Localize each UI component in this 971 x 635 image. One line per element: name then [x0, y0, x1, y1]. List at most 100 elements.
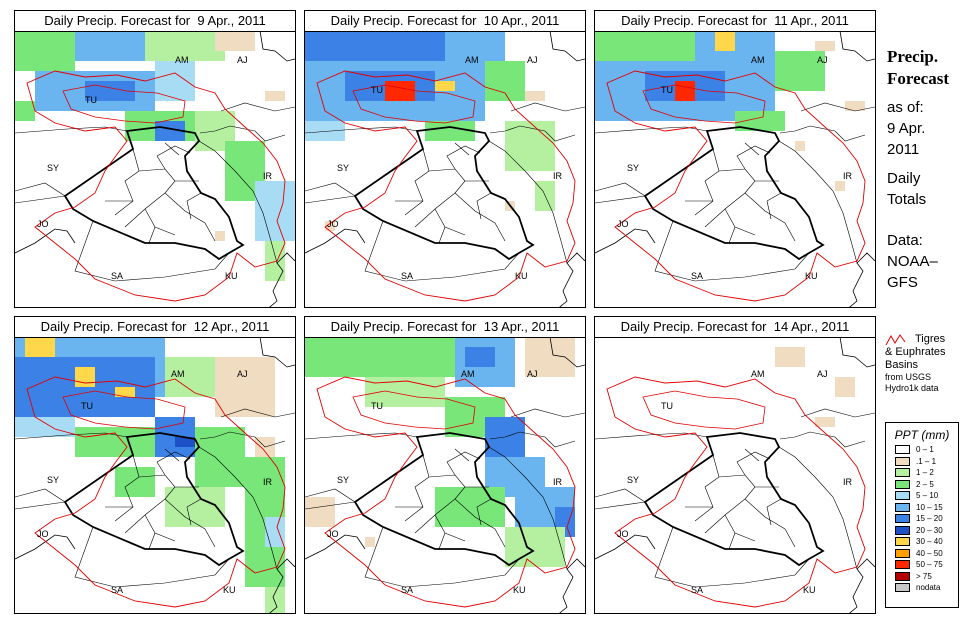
basin-legend-line-5: Hydro1k data	[885, 383, 939, 393]
label-aj: AJ	[237, 369, 248, 379]
label-tu: TU	[371, 401, 383, 411]
legend-label: 15 – 20	[916, 514, 943, 524]
label-sy: SY	[337, 475, 349, 485]
legend-row: 30 – 40	[886, 536, 958, 548]
legend-label: 0 – 1	[916, 445, 934, 455]
legend-swatch	[895, 560, 910, 570]
legend-label: 50 – 75	[916, 560, 943, 570]
label-ir: IR	[553, 171, 563, 181]
label-jo: JO	[617, 529, 629, 539]
legend-swatch	[895, 445, 910, 455]
title-line-2: Forecast	[887, 69, 949, 88]
forecast-panel-apr13: Daily Precip. Forecast for 13 Apr., 2011…	[304, 316, 586, 614]
label-ku: KU	[805, 271, 818, 281]
label-am: AM	[751, 55, 765, 65]
panel-title: Daily Precip. Forecast for 13 Apr., 2011	[305, 317, 585, 338]
legend-row: .1 – 1	[886, 456, 958, 468]
forecast-panel-apr12: Daily Precip. Forecast for 12 Apr., 2011…	[14, 316, 296, 614]
label-jo: JO	[37, 529, 49, 539]
label-aj: AJ	[527, 55, 538, 65]
label-sa: SA	[401, 585, 413, 595]
label-am: AM	[751, 369, 765, 379]
panel-title: Daily Precip. Forecast for 12 Apr., 2011	[15, 317, 295, 338]
label-jo: JO	[327, 529, 339, 539]
asof-line-1: as of:	[887, 99, 924, 116]
label-am: AM	[461, 369, 475, 379]
legend-row: 2 – 5	[886, 479, 958, 491]
label-sa: SA	[111, 271, 123, 281]
label-ku: KU	[803, 585, 816, 595]
legend-row: 15 – 20	[886, 513, 958, 525]
panel-title: Daily Precip. Forecast for 14 Apr., 2011	[595, 317, 875, 338]
legend-swatch	[895, 456, 910, 466]
precip-map: AM AJ TU SY IR JO SA KU	[305, 31, 585, 307]
label-sa: SA	[691, 271, 703, 281]
label-tu: TU	[85, 95, 97, 105]
daily-line-2: Totals	[887, 191, 927, 208]
forecast-panel-apr14: Daily Precip. Forecast for 14 Apr., 2011…	[594, 316, 876, 614]
legend-label: > 75	[916, 571, 932, 581]
data-line-2: NOAA–	[887, 253, 938, 270]
precip-map: AM AJ TU SY IR JO SA KU	[305, 337, 585, 613]
label-sy: SY	[627, 163, 639, 173]
label-aj: AJ	[817, 369, 828, 379]
label-ir: IR	[263, 171, 273, 181]
label-aj: AJ	[237, 55, 248, 65]
label-jo: JO	[37, 219, 49, 229]
label-ir: IR	[843, 171, 853, 181]
legend-row: 5 – 10	[886, 490, 958, 502]
asof-line-2: 9 Apr.	[887, 120, 926, 137]
legend-label: 30 – 40	[916, 537, 943, 547]
legend-label: 10 – 15	[916, 502, 943, 512]
legend-swatch	[895, 514, 910, 524]
legend-label: nodata	[916, 583, 941, 593]
label-ku: KU	[513, 585, 526, 595]
label-sy: SY	[47, 163, 59, 173]
legend-row: 0 – 1	[886, 444, 958, 456]
label-jo: JO	[327, 219, 339, 229]
precip-map: AM AJ TU SY IR JO SA KU	[595, 337, 875, 613]
daily-line-1: Daily	[887, 170, 921, 187]
label-am: AM	[465, 55, 479, 65]
legend-row: > 75	[886, 571, 958, 583]
label-tu: TU	[371, 85, 383, 95]
label-aj: AJ	[527, 369, 538, 379]
sidebar-title: Precip. Forecast	[887, 46, 949, 90]
panel-title: Daily Precip. Forecast for 10 Apr., 2011	[305, 11, 585, 32]
label-jo: JO	[617, 219, 629, 229]
sidebar-daily: Daily Totals	[887, 168, 926, 210]
legend-swatch	[895, 479, 910, 489]
label-tu: TU	[81, 401, 93, 411]
label-ir: IR	[553, 477, 563, 487]
ppt-legend-title: PPT (mm)	[894, 428, 950, 442]
legend-label: 5 – 10	[916, 491, 939, 501]
panel-title: Daily Precip. Forecast for 9 Apr., 2011	[15, 11, 295, 32]
legend-row: 20 – 30	[886, 525, 958, 537]
asof-line-3: 2011	[887, 141, 920, 158]
legend-label: 40 – 50	[916, 548, 943, 558]
label-sa: SA	[401, 271, 413, 281]
forecast-panel-apr11: Daily Precip. Forecast for 11 Apr., 2011…	[594, 10, 876, 308]
legend-label: .1 – 1	[916, 456, 937, 466]
legend-swatch	[895, 502, 910, 512]
label-ku: KU	[223, 585, 236, 595]
sidebar-asof: as of: 9 Apr. 2011	[887, 97, 925, 160]
sidebar-data: Data: NOAA– GFS	[887, 230, 938, 293]
legend-row: 10 – 15	[886, 502, 958, 514]
basin-line-icon	[885, 334, 906, 346]
legend-swatch	[895, 537, 910, 547]
legend-row: 1 – 2	[886, 467, 958, 479]
legend-swatch	[895, 583, 910, 593]
label-sa: SA	[111, 585, 123, 595]
title-line-1: Precip.	[887, 47, 939, 66]
forecast-panel-apr9: Daily Precip. Forecast for 9 Apr., 2011 …	[14, 10, 296, 308]
basin-legend-line-1: Tigres	[915, 333, 946, 345]
legend-row: 40 – 50	[886, 548, 958, 560]
legend-label: 1 – 2	[916, 468, 934, 478]
forecast-panel-apr10: Daily Precip. Forecast for 10 Apr., 2011…	[304, 10, 586, 308]
legend-swatch	[895, 548, 910, 558]
label-ir: IR	[263, 477, 273, 487]
basin-legend: Tigres & Euphrates Basins from USGS Hydr…	[885, 333, 971, 394]
legend-label: 2 – 5	[916, 479, 934, 489]
basin-legend-line-3: Basins	[885, 359, 919, 371]
